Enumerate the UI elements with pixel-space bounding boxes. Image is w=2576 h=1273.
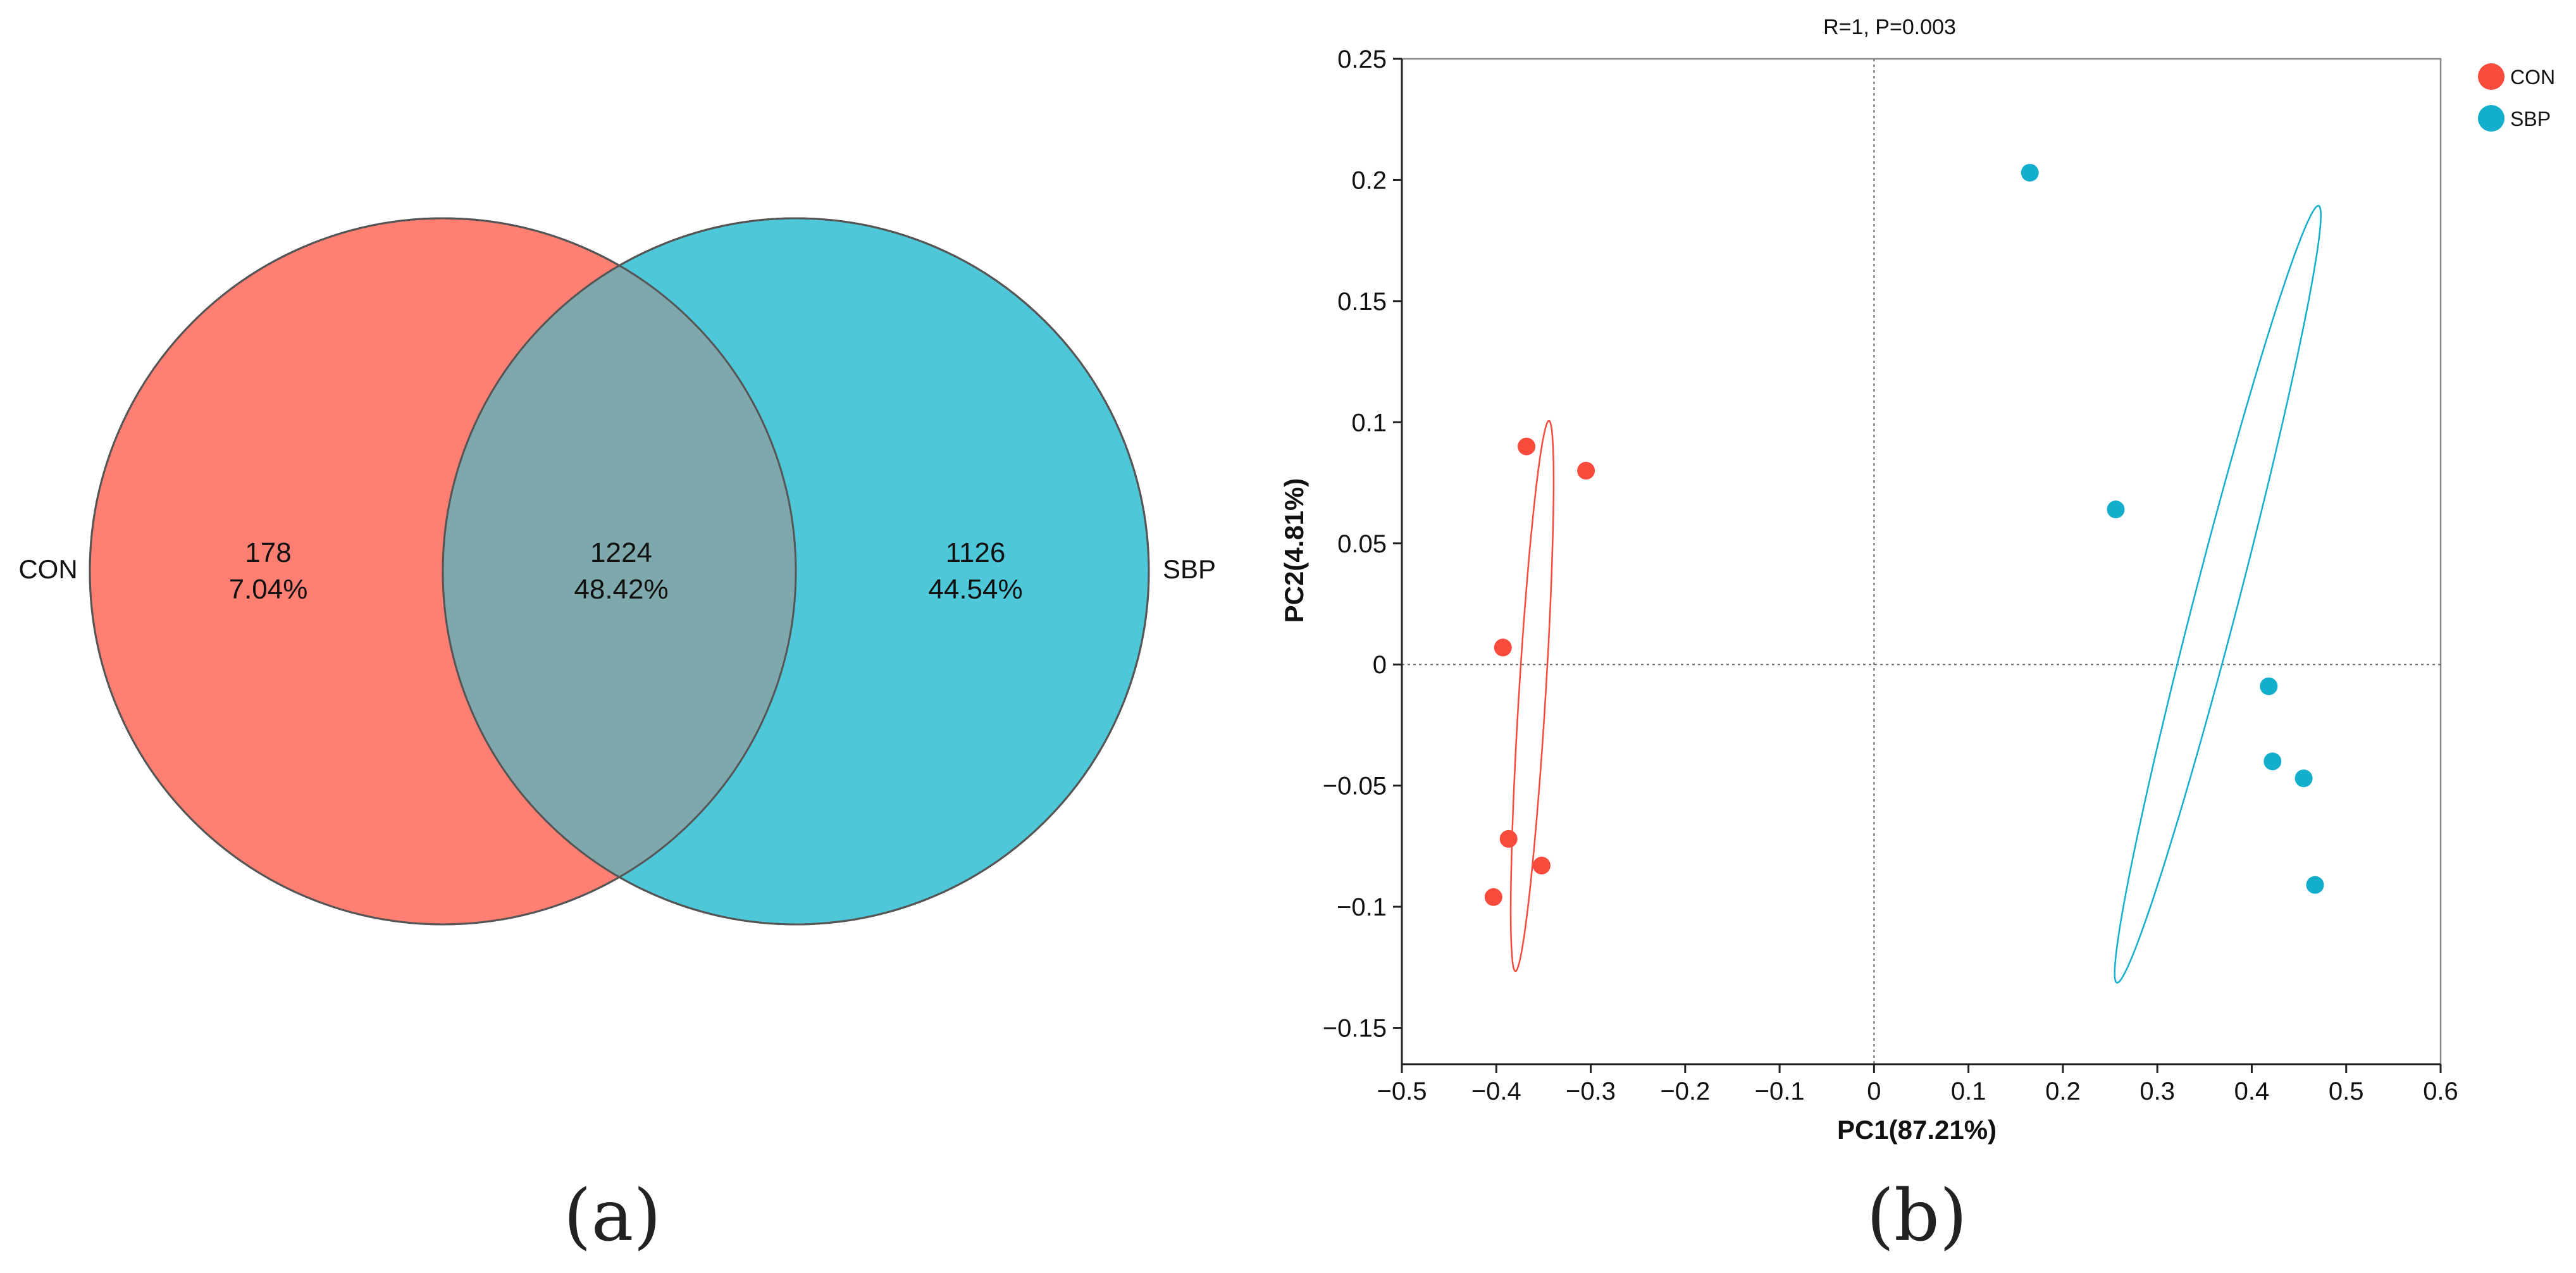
scatter-point-sbp bbox=[2107, 500, 2125, 519]
x-tick-label: 0.6 bbox=[2423, 1077, 2458, 1105]
y-axis: −0.15 −0.1 −0.05 0 0.05 0.1 0.15 0.2 0.25 bbox=[1323, 46, 1403, 1064]
scatter-point-sbp bbox=[2260, 677, 2278, 695]
scatter-point-sbp bbox=[2263, 752, 2282, 771]
y-tick-label: −0.1 bbox=[1337, 893, 1387, 921]
legend-label-con: CON bbox=[2510, 66, 2555, 89]
plot-title: R=1, P=0.003 bbox=[1823, 15, 1956, 39]
scatter-point-con bbox=[1532, 857, 1551, 875]
confidence-ellipses bbox=[1509, 204, 2322, 984]
x-tick-label: 0.3 bbox=[2139, 1077, 2175, 1105]
scatter-points bbox=[1484, 163, 2324, 906]
y-tick-label: 0.1 bbox=[1351, 409, 1387, 437]
legend-label-sbp: SBP bbox=[2510, 108, 2551, 130]
plot-frame bbox=[1401, 58, 2442, 1065]
x-tick-label: −0.3 bbox=[1566, 1077, 1616, 1105]
venn-diagram: CON SBP 178 7.04% 1224 48.42% 1126 44.54… bbox=[18, 217, 1216, 926]
venn-intersection-count: 1224 bbox=[590, 537, 652, 568]
panel-label-b: (b) bbox=[1866, 1175, 1967, 1257]
venn-sbp-unique-percent: 44.54% bbox=[928, 574, 1022, 605]
x-tick-label: 0.4 bbox=[2234, 1077, 2270, 1105]
x-tick-label: 0.2 bbox=[2045, 1077, 2081, 1105]
y-tick-label: −0.05 bbox=[1323, 773, 1387, 800]
venn-set-label-con: CON bbox=[18, 554, 77, 584]
confidence-ellipse-sbp bbox=[2114, 204, 2322, 984]
scatter-point-sbp bbox=[2306, 876, 2324, 894]
venn-outline-sbp bbox=[442, 217, 1150, 926]
legend-marker-sbp bbox=[2478, 105, 2505, 132]
confidence-ellipse-con bbox=[1509, 419, 1555, 972]
venn-con-unique-percent: 7.04% bbox=[229, 574, 308, 605]
x-tick-label: 0.5 bbox=[2329, 1077, 2364, 1105]
x-tick-label: 0 bbox=[1867, 1077, 1881, 1105]
y-tick-label: 0.05 bbox=[1337, 530, 1387, 558]
x-tick-label: 0.1 bbox=[1951, 1077, 1986, 1105]
legend: CON SBP bbox=[2478, 63, 2555, 132]
zero-guides bbox=[1402, 59, 2441, 1064]
venn-sbp-unique-count: 1126 bbox=[946, 537, 1006, 568]
y-tick-label: 0.15 bbox=[1337, 288, 1387, 316]
x-tick-label: −0.2 bbox=[1660, 1077, 1710, 1105]
scatter-point-con bbox=[1577, 461, 1595, 480]
venn-con-unique-count: 178 bbox=[245, 537, 291, 568]
x-tick-label: −0.4 bbox=[1471, 1077, 1521, 1105]
scatter-point-con bbox=[1494, 638, 1512, 657]
scatter-point-sbp bbox=[2021, 163, 2039, 182]
x-axis-label: PC1(87.21%) bbox=[1837, 1115, 1997, 1145]
x-tick-label: −0.1 bbox=[1755, 1077, 1805, 1105]
y-tick-label: −0.15 bbox=[1323, 1015, 1387, 1043]
venn-intersection-percent: 48.42% bbox=[574, 574, 668, 605]
panel-label-a: (a) bbox=[564, 1175, 661, 1257]
y-tick-label: 0 bbox=[1373, 651, 1387, 679]
venn-outline-con bbox=[89, 217, 797, 926]
venn-intersection bbox=[443, 218, 796, 924]
legend-marker-con bbox=[2478, 63, 2505, 90]
scatter-point-con bbox=[1518, 437, 1536, 456]
pcoa-plot: R=1, P=0.003 −0.5 −0.4 −0.3 −0.2 −0.1 0 0.1 0.2… bbox=[1279, 15, 2555, 1145]
scatter-point-con bbox=[1484, 888, 1502, 906]
venn-set-label-sbp: SBP bbox=[1163, 554, 1216, 584]
y-tick-label: 0.25 bbox=[1337, 46, 1387, 73]
y-tick-label: 0.2 bbox=[1351, 166, 1387, 194]
scatter-point-sbp bbox=[2294, 769, 2313, 788]
y-axis-label: PC2(4.81%) bbox=[1279, 478, 1309, 623]
scatter-point-con bbox=[1499, 829, 1518, 848]
x-axis: −0.5 −0.4 −0.3 −0.2 −0.1 0 0.1 0.2 0.3 0.4 0.5 0.6 bbox=[1377, 1063, 2458, 1105]
x-tick-label: −0.5 bbox=[1377, 1077, 1427, 1105]
